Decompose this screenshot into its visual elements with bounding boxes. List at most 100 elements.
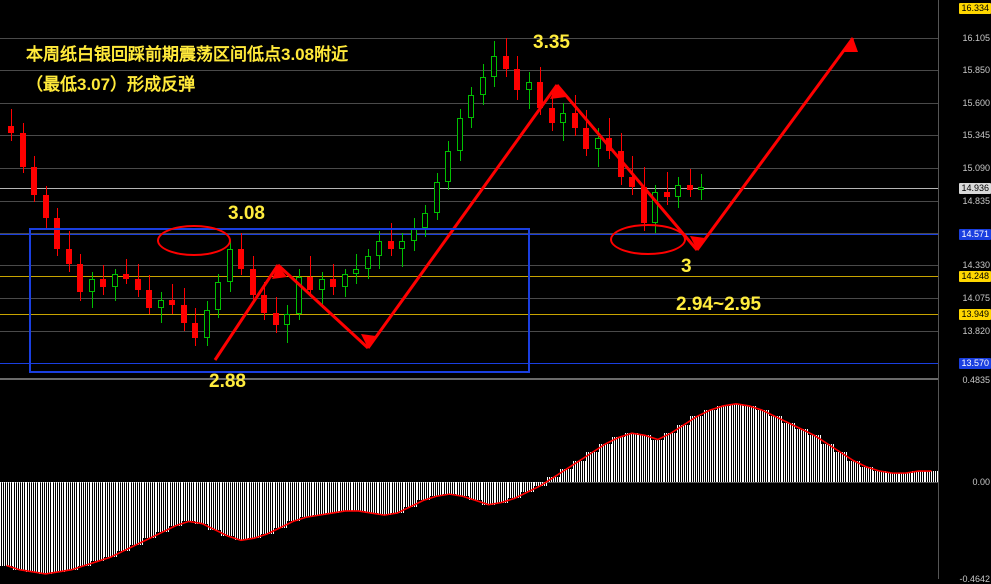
macd-bar — [534, 481, 535, 486]
macd-bar — [670, 433, 671, 482]
macd-bar — [108, 481, 109, 558]
candle-wick — [666, 171, 668, 205]
macd-bar — [572, 468, 573, 482]
macd-bar — [442, 481, 443, 497]
macd-bar — [872, 466, 873, 482]
pane-divider — [0, 378, 938, 380]
macd-bar — [771, 416, 772, 482]
macd-bar — [395, 481, 396, 513]
candle-body — [468, 94, 474, 118]
macd-bar — [166, 481, 167, 532]
macd-bar — [666, 433, 667, 482]
macd-bar — [319, 481, 320, 516]
macd-bar — [918, 471, 919, 482]
macd-bar — [280, 481, 281, 528]
macd-bar — [449, 481, 450, 495]
candle-body — [594, 138, 601, 149]
macd-bar — [753, 405, 754, 482]
macd-bar — [890, 473, 891, 482]
macd-bar — [321, 481, 322, 516]
macd-bar — [599, 443, 600, 482]
macd-bar — [846, 452, 847, 482]
macd-bar — [464, 481, 465, 497]
macd-bar — [864, 466, 865, 482]
price-axis-label: 14.330 — [962, 260, 990, 271]
macd-bar — [894, 473, 895, 482]
macd-bar — [529, 481, 530, 492]
macd-bar — [760, 410, 761, 482]
price-gridline — [0, 135, 938, 137]
macd-bar — [365, 481, 366, 513]
macd-bar — [65, 481, 66, 570]
price-gridline — [0, 37, 938, 39]
price-axis-label: 15.600 — [962, 97, 990, 108]
candle-wick — [632, 156, 633, 195]
macd-bar — [247, 481, 248, 541]
macd-bar — [520, 481, 521, 499]
macd-bar — [650, 435, 651, 482]
macd-bar — [88, 481, 89, 566]
macd-bar — [334, 481, 335, 513]
macd-bar — [694, 416, 695, 482]
macd-bar — [263, 481, 264, 534]
macd-bar — [203, 481, 204, 524]
macd-bar — [903, 473, 904, 482]
price-axis-tag[interactable]: 14.571 — [959, 229, 991, 241]
macd-bar — [883, 471, 884, 482]
candle-body — [456, 117, 463, 152]
price-axis-tag[interactable]: 13.570 — [959, 357, 991, 369]
macd-bar — [119, 481, 120, 551]
macd-bar — [521, 481, 522, 492]
macd-bar — [274, 481, 275, 528]
price-axis-tag[interactable]: 13.949 — [959, 309, 991, 321]
price-axis-label: 15.850 — [962, 65, 990, 76]
candle-body — [203, 310, 210, 339]
candle-body — [88, 279, 95, 293]
label-swing-high: 3.35 — [533, 32, 570, 53]
macd-bar — [221, 481, 222, 537]
macd-bar — [555, 477, 556, 482]
macd-bar — [566, 468, 567, 482]
macd-bar — [601, 443, 602, 482]
macd-bar — [508, 481, 509, 499]
macd-bar — [479, 481, 480, 501]
candle-body — [537, 82, 543, 108]
price-axis-tag[interactable]: 14.248 — [959, 270, 991, 282]
macd-bar — [729, 405, 730, 482]
macd-bar — [743, 405, 744, 482]
macd-bar — [32, 481, 33, 572]
price-axis-label: 15.090 — [962, 162, 990, 173]
macd-bar — [375, 481, 376, 513]
macd-bar — [492, 481, 493, 505]
candle-body — [560, 112, 566, 123]
price-axis[interactable]: 16.105 15.850 15.600 15.345 15.090 14.835 14.5… — [938, 0, 991, 584]
macd-bar — [706, 410, 707, 482]
price-axis-tag[interactable]: 14.936 — [959, 182, 991, 194]
macd-bar — [622, 437, 623, 482]
macd-pane[interactable] — [0, 380, 938, 579]
macd-bar — [77, 481, 78, 570]
macd-bar — [373, 481, 374, 513]
macd-bar — [716, 410, 717, 482]
macd-bar — [186, 481, 187, 522]
macd-bar — [162, 481, 163, 532]
macd-bar — [829, 443, 830, 482]
candle-body — [698, 187, 704, 190]
macd-bar — [160, 481, 161, 532]
macd-bar — [80, 481, 81, 566]
macd-bar — [516, 481, 517, 499]
macd-bar — [416, 481, 417, 507]
macd-bar — [646, 435, 647, 482]
macd-bar — [90, 481, 91, 566]
macd-bar — [220, 481, 221, 530]
price-axis-tag[interactable]: 16.334 — [959, 3, 991, 15]
macd-bar — [704, 410, 705, 482]
macd-bar — [471, 481, 472, 501]
macd-bar — [755, 405, 756, 482]
candle-body — [640, 187, 647, 223]
macd-bar — [197, 481, 198, 524]
range-box[interactable] — [29, 228, 530, 373]
macd-bar — [853, 460, 854, 482]
macd-bar — [546, 481, 547, 486]
macd-bar — [447, 481, 448, 495]
